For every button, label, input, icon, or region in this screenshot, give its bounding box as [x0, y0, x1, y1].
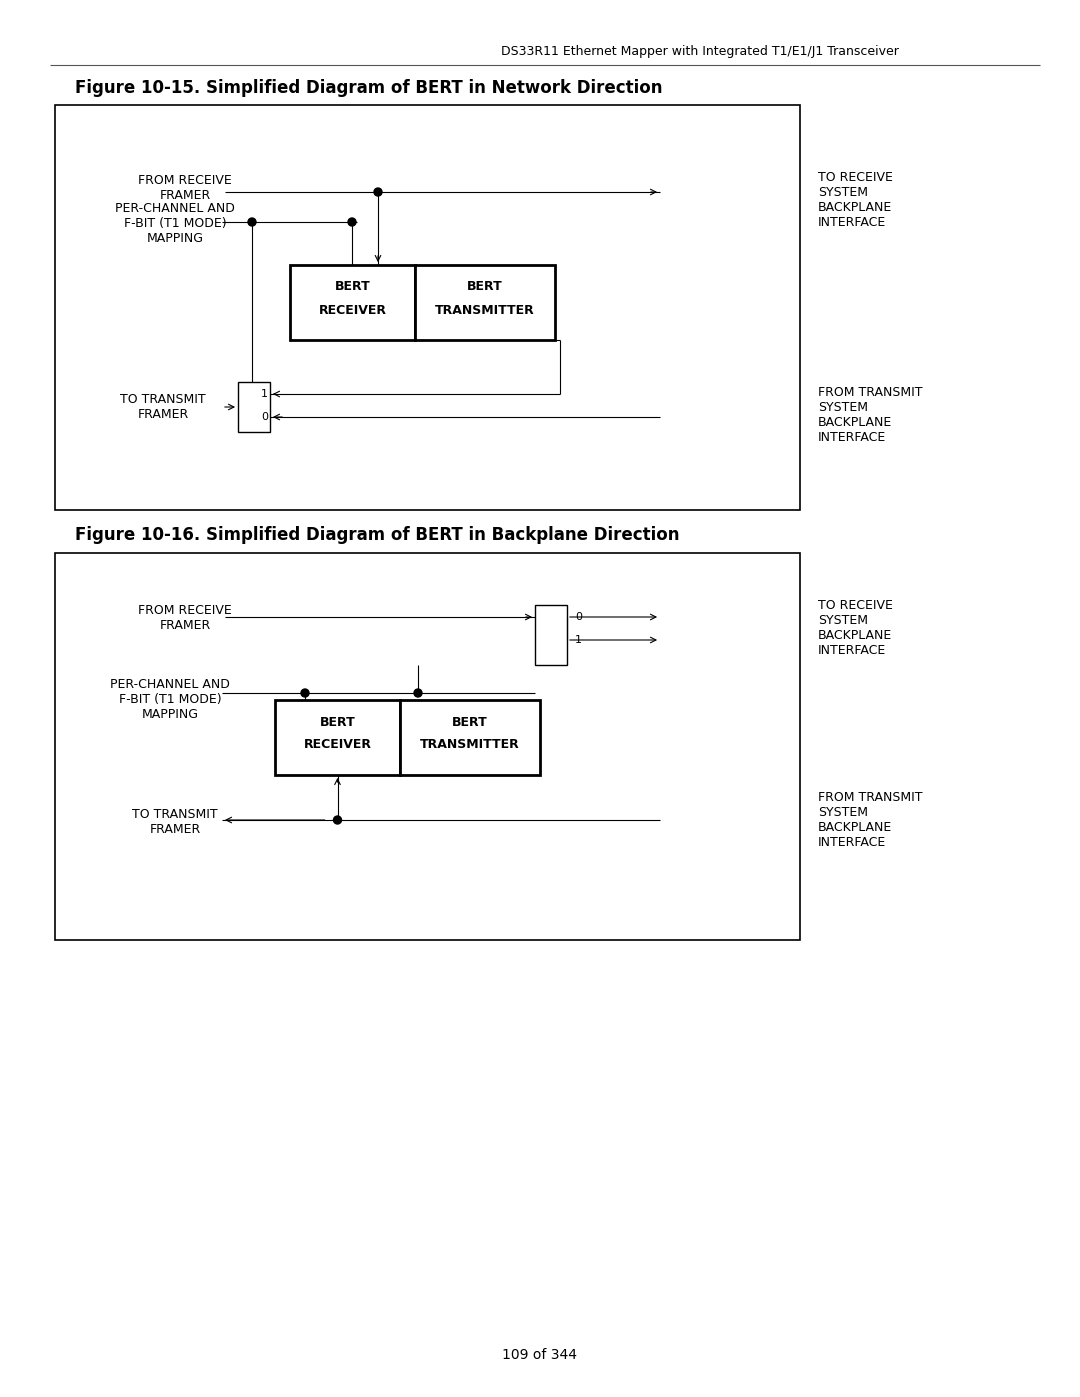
Text: 109 of 344: 109 of 344: [502, 1348, 578, 1362]
Circle shape: [248, 218, 256, 226]
Circle shape: [301, 689, 309, 697]
Circle shape: [348, 218, 356, 226]
Bar: [400, 700, 540, 775]
Text: FROM RECEIVE
FRAMER: FROM RECEIVE FRAMER: [138, 604, 232, 631]
Text: 0: 0: [261, 412, 268, 422]
Text: BERT: BERT: [468, 281, 503, 293]
Text: TO RECEIVE
SYSTEM
BACKPLANE
INTERFACE: TO RECEIVE SYSTEM BACKPLANE INTERFACE: [818, 170, 893, 229]
Text: FROM RECEIVE
FRAMER: FROM RECEIVE FRAMER: [138, 175, 232, 203]
Text: FROM TRANSMIT
SYSTEM
BACKPLANE
INTERFACE: FROM TRANSMIT SYSTEM BACKPLANE INTERFACE: [818, 386, 922, 444]
Bar: [535, 605, 567, 665]
Bar: [291, 265, 415, 339]
Text: TO TRANSMIT
FRAMER: TO TRANSMIT FRAMER: [132, 807, 218, 835]
Bar: [55, 553, 800, 940]
Text: RECEIVER: RECEIVER: [303, 739, 372, 752]
Text: PER-CHANNEL AND
F-BIT (T1 MODE)
MAPPING: PER-CHANNEL AND F-BIT (T1 MODE) MAPPING: [110, 679, 230, 721]
Text: Figure 10-15. Simplified Diagram of BERT in Network Direction: Figure 10-15. Simplified Diagram of BERT…: [75, 80, 662, 96]
Bar: [415, 265, 555, 339]
Bar: [55, 105, 800, 510]
Text: BERT: BERT: [320, 715, 355, 728]
Text: FROM TRANSMIT
SYSTEM
BACKPLANE
INTERFACE: FROM TRANSMIT SYSTEM BACKPLANE INTERFACE: [818, 791, 922, 849]
Text: DS33R11 Ethernet Mapper with Integrated T1/E1/J1 Transceiver: DS33R11 Ethernet Mapper with Integrated …: [501, 46, 899, 59]
Circle shape: [414, 689, 422, 697]
Bar: [275, 700, 400, 775]
Text: TRANSMITTER: TRANSMITTER: [420, 739, 519, 752]
Circle shape: [334, 816, 341, 824]
Text: TO RECEIVE
SYSTEM
BACKPLANE
INTERFACE: TO RECEIVE SYSTEM BACKPLANE INTERFACE: [818, 599, 893, 657]
Text: Figure 10-16. Simplified Diagram of BERT in Backplane Direction: Figure 10-16. Simplified Diagram of BERT…: [75, 527, 679, 543]
Text: TRANSMITTER: TRANSMITTER: [435, 303, 535, 317]
Bar: [238, 381, 270, 432]
Text: TO TRANSMIT
FRAMER: TO TRANSMIT FRAMER: [120, 393, 206, 420]
Text: 1: 1: [575, 636, 582, 645]
Text: RECEIVER: RECEIVER: [319, 303, 387, 317]
Circle shape: [374, 189, 382, 196]
Text: PER-CHANNEL AND
F-BIT (T1 MODE)
MAPPING: PER-CHANNEL AND F-BIT (T1 MODE) MAPPING: [116, 201, 235, 244]
Text: BERT: BERT: [453, 715, 488, 728]
Text: 1: 1: [261, 388, 268, 400]
Text: 0: 0: [575, 612, 582, 622]
Text: BERT: BERT: [335, 281, 370, 293]
